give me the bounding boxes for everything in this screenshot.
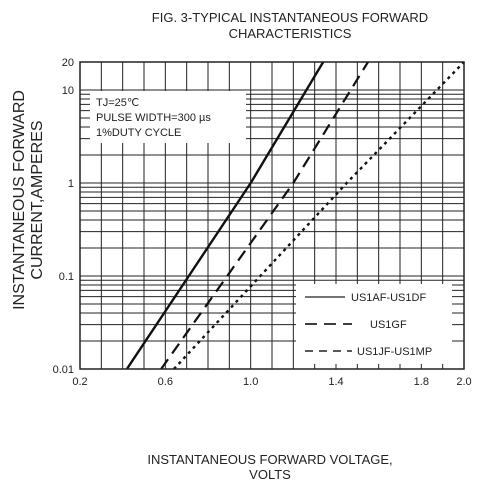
legend-label-us1af-us1df: US1AF-US1DF (351, 292, 426, 304)
tick-labels: 0.2 0.6 1.0 1.4 1.8 2.0 0.01 0.1 1 10 20 (53, 57, 472, 388)
annotation-line-2: PULSE WIDTH=300 µs (96, 112, 211, 124)
legend-label-us1gf: US1GF (370, 319, 407, 331)
x-tick-label: 1.0 (243, 376, 258, 388)
x-axis-label-line-2: VOLTS (249, 467, 291, 482)
x-tick-label: 1.8 (414, 376, 429, 388)
x-axis-label-line-1: INSTANTANEOUS FORWARD VOLTAGE, (147, 452, 392, 467)
annotation-line-1: TJ=25℃ (96, 97, 139, 109)
y-tick-label: 0.01 (53, 364, 74, 376)
chart-title-line-1: FIG. 3-TYPICAL INSTANTANEOUS FORWARD (152, 10, 428, 25)
series-line-us1gf (160, 61, 369, 370)
x-tick-label: 1.4 (328, 376, 343, 388)
y-tick-label: 20 (62, 57, 74, 69)
y-axis-label-line-2: CURRENT,AMPERES (29, 120, 46, 279)
series-line-us1jf-us1mp (173, 61, 465, 370)
legend-label-us1jf-us1mp: US1JF-US1MP (357, 346, 432, 358)
plot-frame (79, 61, 465, 370)
legend: US1AF-US1DF US1GF US1JF-US1MP (296, 284, 452, 364)
annotation-box: TJ=25℃ PULSE WIDTH=300 µs 1%DUTY CYCLE (90, 91, 246, 143)
x-tick-label: 0.6 (158, 376, 173, 388)
chart-title-line-2: CHARACTERISTICS (229, 26, 352, 41)
annotation-line-3: 1%DUTY CYCLE (96, 127, 181, 139)
series-line-us1af-us1df (125, 61, 325, 370)
y-tick-label: 10 (62, 85, 74, 97)
y-tick-label: 0.1 (59, 271, 74, 283)
y-axis-label-line-1: INSTANTANEOUS FORWARD (11, 90, 28, 310)
series-lines (125, 61, 465, 370)
annotation-background (90, 91, 246, 143)
x-tick-label: 2.0 (456, 376, 471, 388)
x-tick-label: 0.2 (72, 376, 87, 388)
y-tick-label: 1 (68, 178, 74, 190)
